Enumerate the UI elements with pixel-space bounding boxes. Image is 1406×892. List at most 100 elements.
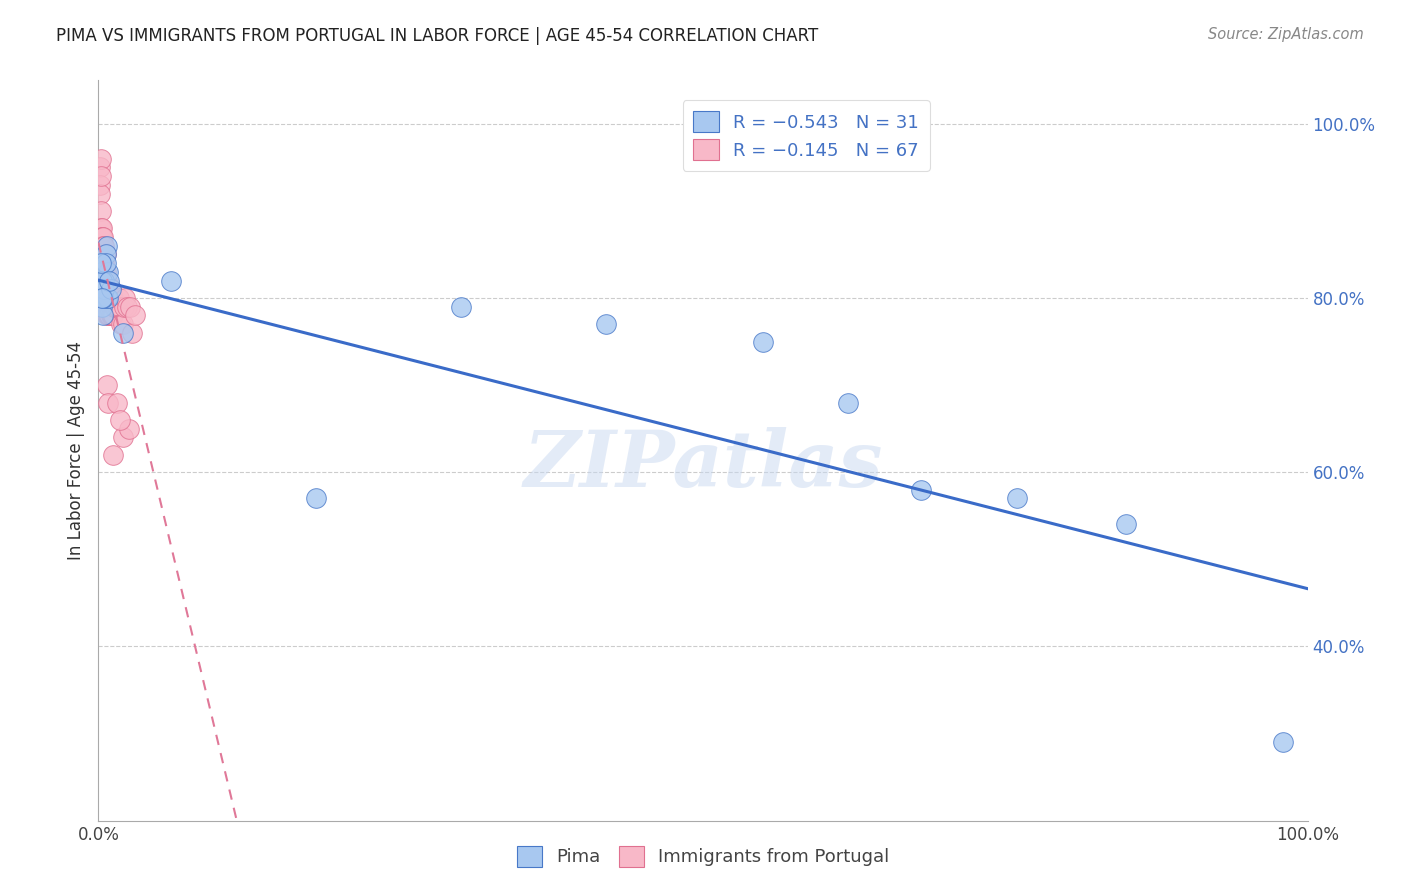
- Point: [305, 491, 328, 506]
- Point: [100, 309, 122, 323]
- Point: [124, 309, 146, 323]
- Point: [98, 274, 121, 288]
- Point: [96, 378, 118, 392]
- Point: [93, 239, 115, 253]
- Point: [108, 413, 131, 427]
- Point: [91, 256, 114, 270]
- Point: [118, 300, 141, 314]
- Point: [96, 291, 118, 305]
- Point: [89, 178, 111, 192]
- Point: [91, 247, 114, 261]
- Point: [94, 256, 117, 270]
- Point: [117, 300, 139, 314]
- Point: [114, 291, 136, 305]
- Point: [91, 256, 114, 270]
- Point: [91, 256, 114, 270]
- Text: PIMA VS IMMIGRANTS FROM PORTUGAL IN LABOR FORCE | AGE 45-54 CORRELATION CHART: PIMA VS IMMIGRANTS FROM PORTUGAL IN LABO…: [56, 27, 818, 45]
- Point: [105, 395, 128, 409]
- Point: [91, 291, 114, 305]
- Point: [100, 300, 122, 314]
- Point: [160, 274, 183, 288]
- Point: [91, 230, 114, 244]
- Point: [93, 274, 115, 288]
- Point: [91, 239, 114, 253]
- Point: [752, 334, 775, 349]
- Point: [112, 300, 135, 314]
- Point: [111, 326, 134, 340]
- Point: [91, 291, 114, 305]
- Point: [97, 282, 120, 296]
- Point: [108, 300, 131, 314]
- Point: [108, 291, 131, 305]
- Point: [111, 317, 134, 331]
- Point: [101, 309, 124, 323]
- Point: [1007, 491, 1029, 506]
- Point: [121, 326, 143, 340]
- Point: [100, 282, 122, 296]
- Point: [94, 291, 117, 305]
- Point: [118, 422, 141, 436]
- Point: [94, 247, 117, 261]
- Point: [93, 274, 115, 288]
- Point: [93, 291, 115, 305]
- Point: [90, 256, 112, 270]
- Text: ZIPatlas: ZIPatlas: [523, 427, 883, 503]
- Point: [97, 291, 120, 305]
- Point: [97, 265, 120, 279]
- Point: [90, 169, 112, 183]
- Point: [94, 282, 117, 296]
- Point: [91, 274, 114, 288]
- Point: [93, 256, 115, 270]
- Point: [105, 300, 128, 314]
- Point: [91, 309, 114, 323]
- Point: [910, 483, 932, 497]
- Point: [100, 291, 122, 305]
- Point: [91, 265, 114, 279]
- Point: [96, 274, 118, 288]
- Point: [90, 203, 112, 218]
- Point: [91, 230, 114, 244]
- Point: [103, 300, 125, 314]
- Point: [91, 230, 114, 244]
- Point: [90, 152, 112, 166]
- Point: [91, 300, 114, 314]
- Point: [101, 448, 124, 462]
- Y-axis label: In Labor Force | Age 45-54: In Labor Force | Age 45-54: [67, 341, 86, 560]
- Legend: R = −0.543   N = 31, R = −0.145   N = 67: R = −0.543 N = 31, R = −0.145 N = 67: [683, 101, 929, 171]
- Point: [96, 309, 118, 323]
- Text: Source: ZipAtlas.com: Source: ZipAtlas.com: [1208, 27, 1364, 42]
- Point: [91, 256, 114, 270]
- Point: [595, 317, 617, 331]
- Point: [100, 309, 122, 323]
- Point: [104, 300, 127, 314]
- Point: [98, 291, 121, 305]
- Point: [94, 265, 117, 279]
- Point: [98, 300, 121, 314]
- Point: [96, 300, 118, 314]
- Point: [110, 317, 132, 331]
- Point: [97, 395, 120, 409]
- Point: [96, 239, 118, 253]
- Point: [90, 221, 112, 235]
- Point: [93, 265, 115, 279]
- Point: [111, 430, 134, 444]
- Point: [98, 309, 121, 323]
- Point: [91, 291, 114, 305]
- Point: [93, 282, 115, 296]
- Point: [90, 265, 112, 279]
- Point: [837, 395, 859, 409]
- Point: [90, 247, 112, 261]
- Point: [100, 282, 122, 296]
- Point: [97, 309, 120, 323]
- Legend: Pima, Immigrants from Portugal: Pima, Immigrants from Portugal: [509, 838, 897, 874]
- Point: [96, 291, 118, 305]
- Point: [97, 300, 120, 314]
- Point: [101, 291, 124, 305]
- Point: [94, 247, 117, 261]
- Point: [1272, 735, 1295, 749]
- Point: [450, 300, 472, 314]
- Point: [89, 239, 111, 253]
- Point: [107, 300, 129, 314]
- Point: [89, 161, 111, 175]
- Point: [1115, 517, 1137, 532]
